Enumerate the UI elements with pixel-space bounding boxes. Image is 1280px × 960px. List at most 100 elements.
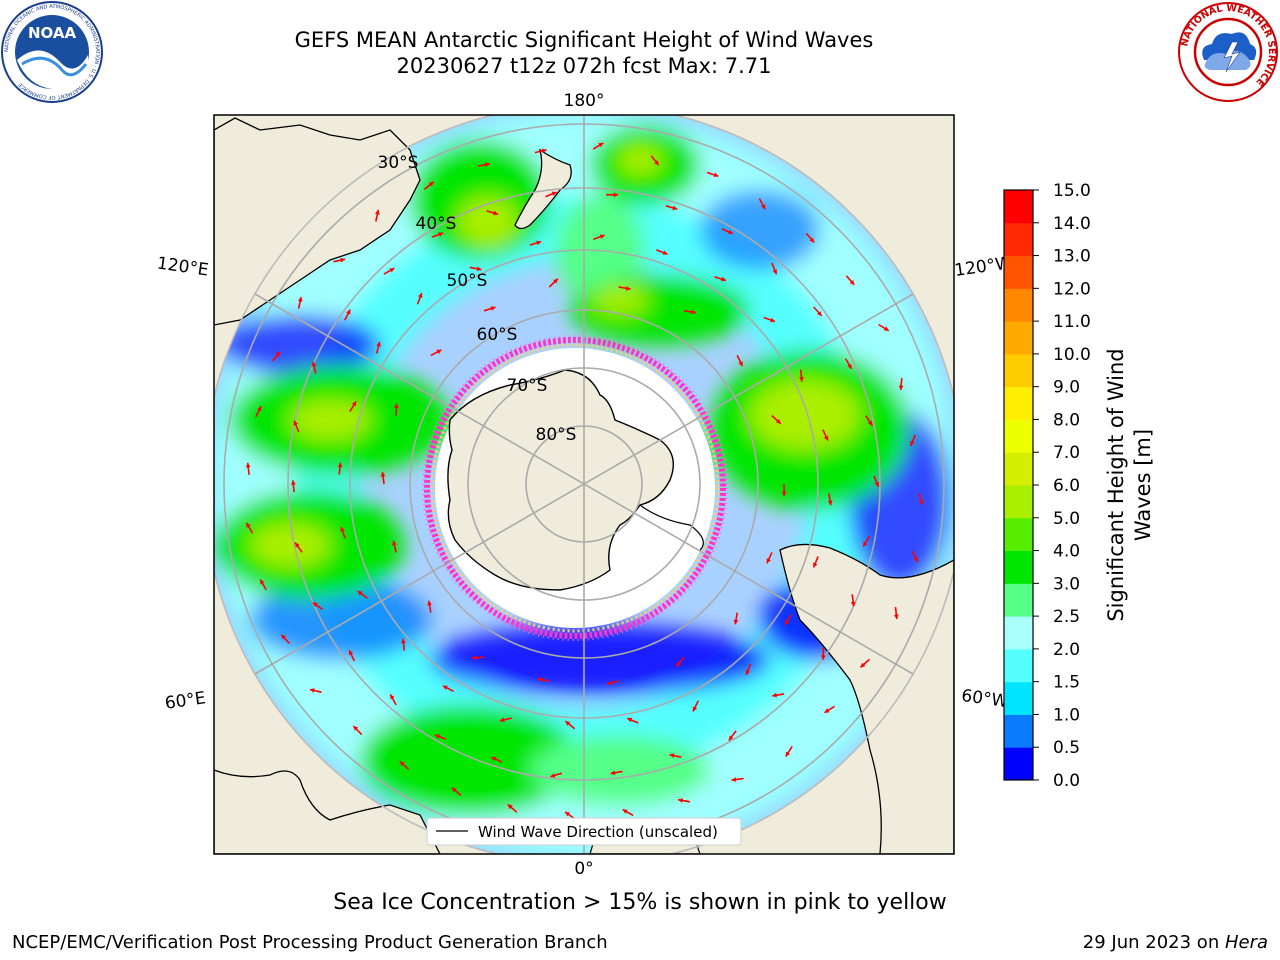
wave-arrow-head	[260, 579, 265, 585]
colorbar-segment	[1004, 419, 1033, 453]
wave-arrow-head	[766, 558, 771, 564]
wave-arrow-head	[428, 181, 434, 187]
footer-left: NCEP/EMC/Verification Post Processing Pr…	[12, 932, 608, 953]
wave-arrow-head	[799, 377, 804, 382]
wave-arrow-head	[813, 562, 818, 568]
wave-arrow-head	[340, 257, 346, 263]
wave-arrow-head	[721, 276, 726, 282]
wave-arrow-head	[491, 756, 497, 762]
wave-arrow-head	[883, 326, 889, 331]
wave-arrow-head	[760, 204, 766, 210]
wave-arrow-head	[874, 481, 879, 487]
lat-label: 60°S	[477, 325, 518, 345]
noaa-logo-text: NOAA	[28, 24, 77, 42]
colorbar-tick-label: 7.0	[1053, 443, 1080, 463]
wave-arrow-head	[565, 721, 571, 726]
wave-arrow-head	[613, 192, 619, 198]
wave-arrow-head	[245, 462, 251, 468]
legend-label: Wind Wave Direction (unscaled)	[478, 823, 718, 841]
wave-arrow-head	[418, 293, 423, 298]
wave-arrow-head	[401, 638, 406, 644]
footer-date: 29 Jun 2023 on	[1082, 932, 1225, 953]
colorbar-tick-label: 11.0	[1053, 312, 1091, 332]
colorbar-segment	[1004, 222, 1033, 257]
wave-arrow-head	[442, 685, 448, 690]
wave-arrow-head	[375, 209, 380, 215]
wave-arrow-head	[297, 296, 303, 302]
wave-arrow-head	[817, 311, 822, 316]
wave-arrow-head	[472, 655, 477, 661]
colorbar-segment	[1004, 517, 1033, 552]
wave-arrow-head	[607, 680, 612, 686]
wave-arrow-head	[340, 527, 345, 532]
wave-arrow-head	[392, 540, 397, 546]
antarctica	[447, 369, 674, 591]
wave-arrow-head	[824, 708, 830, 713]
lon-label-180: 180°	[564, 91, 605, 111]
wave-arrow-head	[394, 403, 399, 409]
wave-arrow-head	[847, 363, 852, 369]
wave-arrow-head	[849, 279, 855, 285]
latitude-labels: 30°S 40°S 50°S 60°S 70°S 80°S	[378, 153, 577, 445]
map-frame	[213, 114, 955, 855]
colorbar-tick-label: 6.0	[1053, 476, 1080, 496]
wave-arrow-head	[311, 361, 317, 367]
wave-arrow-head	[781, 491, 787, 496]
lat-label: 30°S	[378, 153, 419, 173]
colorbar-tick-label: 0.0	[1053, 771, 1080, 791]
wave-arrow-head	[399, 761, 405, 766]
colorbar-tick-label: 2.5	[1053, 607, 1080, 627]
wave-arrow-head	[309, 688, 315, 693]
colorbar-segment	[1004, 648, 1033, 683]
wave-arrow-head	[293, 420, 298, 426]
colorbar-label-line2: Waves [m]	[1131, 429, 1155, 541]
colorbar-segment	[1004, 616, 1033, 650]
wave-arrow-head	[918, 499, 924, 505]
legend-box: Wind Wave Direction (unscaled)	[426, 817, 742, 846]
wave-arrow-head	[550, 773, 556, 778]
wave-arrow-head	[785, 619, 790, 625]
wave-arrow-head	[351, 401, 357, 407]
wave-arrow-head	[376, 341, 381, 347]
wave-arrow-head	[678, 798, 683, 803]
colorbar-segment	[1004, 255, 1033, 289]
lon-label-0: 0°	[574, 859, 593, 879]
colorbar-tick-label: 8.0	[1053, 410, 1080, 430]
wave-arrow-head	[490, 306, 496, 311]
wave-arrow-head	[692, 706, 698, 712]
wave-arrow-head	[353, 726, 359, 731]
wave-arrow-head	[770, 317, 775, 323]
wave-arrow-head	[691, 309, 696, 315]
wave-arrow-head	[827, 500, 833, 506]
colorbar-segment	[1004, 386, 1033, 420]
wave-arrow-head	[910, 440, 915, 446]
wave-arrow-head	[669, 753, 675, 758]
africa	[214, 769, 441, 854]
wave-arrow-head	[913, 556, 918, 562]
wave-arrow-head	[713, 172, 719, 178]
wave-arrow-head	[785, 751, 791, 757]
colorbar-label-line1: Significant Height of Wind	[1104, 348, 1128, 621]
wave-arrow-head	[436, 349, 442, 355]
wave-arrow-head	[731, 777, 737, 782]
wave-arrow-head	[745, 670, 750, 675]
colorbar-segment	[1004, 190, 1033, 224]
colorbar-segment	[1004, 321, 1033, 355]
wave-arrow-head	[536, 240, 542, 246]
wave-arrow-head	[772, 269, 777, 275]
lon-label-120e: 120°E	[156, 254, 210, 281]
wave-arrow-head	[537, 677, 543, 682]
colorbar-tick-label: 12.0	[1053, 279, 1091, 299]
wave-direction-arrows	[245, 142, 924, 820]
wave-arrow-head	[867, 420, 873, 426]
colorbar-tick-label: 15.0	[1053, 181, 1091, 201]
wave-arrow-head	[295, 542, 300, 548]
wave-arrow-head	[676, 661, 681, 667]
colorbar-segment	[1004, 353, 1033, 388]
wave-arrow-head	[820, 655, 826, 660]
wave-arrow-head	[346, 309, 351, 315]
wave-arrow-head	[727, 229, 733, 235]
wave-arrow-head	[476, 266, 482, 272]
lon-label-60e: 60°E	[164, 688, 207, 713]
